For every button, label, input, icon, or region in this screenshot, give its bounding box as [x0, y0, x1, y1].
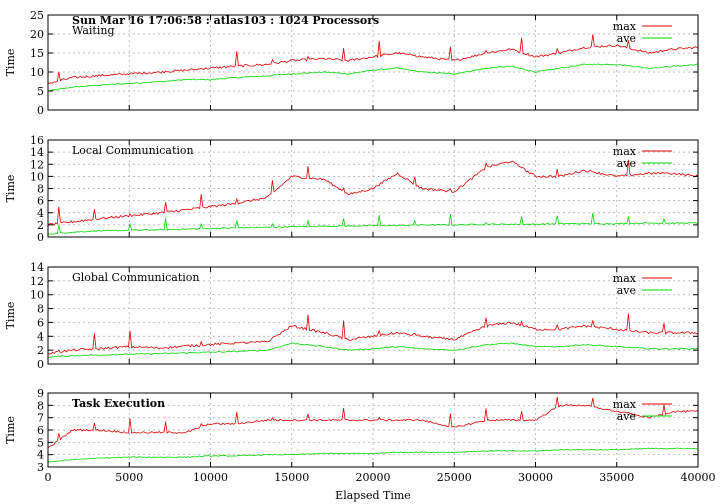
header-title: Sun Mar 16 17:06:58 : atlas103 : 1024 Pr… [72, 14, 379, 27]
y-tick-label: 10 [30, 289, 44, 302]
y-tick-label: 8 [37, 399, 44, 412]
y-tick-label: 12 [30, 158, 44, 171]
legend-label-ave: ave [617, 157, 636, 170]
x-tick-label: 20000 [356, 471, 391, 484]
x-axis-label: Elapsed Time [335, 489, 411, 502]
y-tick-label: 8 [37, 183, 44, 196]
y-tick-label: 2 [37, 344, 44, 357]
x-tick-label: 40000 [681, 471, 716, 484]
series-line-max [47, 397, 699, 449]
y-axis-label: Time [4, 175, 17, 203]
y-tick-label: 5 [37, 436, 44, 449]
legend-label-max: max [613, 398, 637, 411]
series-line-ave [47, 342, 699, 358]
y-tick-label: 6 [37, 316, 44, 329]
y-tick-label: 0 [37, 358, 44, 371]
y-tick-label: 0 [37, 104, 44, 117]
y-tick-label: 20 [30, 28, 44, 41]
y-tick-label: 14 [30, 146, 44, 159]
legend-label-ave: ave [617, 284, 636, 297]
y-tick-label: 10 [30, 170, 44, 183]
x-tick-label: 25000 [437, 471, 472, 484]
legend-label-max: max [613, 20, 637, 33]
y-tick-label: 2 [37, 219, 44, 232]
y-tick-label: 3 [37, 461, 44, 474]
panel-title: Waiting [72, 24, 115, 37]
legend-label-max: max [613, 145, 637, 158]
y-tick-label: 14 [30, 261, 44, 274]
y-axis-label: Time [4, 302, 17, 330]
series-line-ave [47, 212, 699, 235]
y-tick-label: 6 [37, 195, 44, 208]
y-tick-label: 15 [30, 47, 44, 60]
x-tick-label: 35000 [599, 471, 634, 484]
y-tick-label: 0 [37, 231, 44, 244]
x-tick-label: 15000 [274, 471, 309, 484]
legend-label-ave: ave [617, 32, 636, 45]
y-axis-label: Time [4, 49, 17, 77]
y-tick-label: 8 [37, 303, 44, 316]
series-line-max [47, 313, 699, 355]
y-tick-label: 12 [30, 275, 44, 288]
series-line-max [47, 34, 699, 84]
legend-label-ave: ave [617, 410, 636, 423]
y-tick-label: 16 [30, 134, 44, 147]
series-line-ave [47, 63, 698, 92]
y-tick-label: 25 [30, 9, 44, 22]
panel-title: Local Communication [72, 144, 194, 157]
y-tick-label: 6 [37, 424, 44, 437]
y-tick-label: 4 [37, 449, 44, 462]
y-tick-label: 5 [37, 85, 44, 98]
x-tick-label: 0 [45, 471, 52, 484]
panel-title: Task Execution [72, 397, 165, 410]
panel-title: Global Communication [72, 271, 200, 284]
legend-label-max: max [613, 272, 637, 285]
y-tick-label: 9 [37, 387, 44, 400]
x-tick-label: 5000 [115, 471, 143, 484]
y-tick-label: 4 [37, 330, 44, 343]
x-tick-label: 10000 [193, 471, 228, 484]
y-tick-label: 4 [37, 207, 44, 220]
y-tick-label: 7 [37, 412, 44, 425]
x-tick-label: 30000 [518, 471, 553, 484]
series-line-max [47, 159, 699, 226]
y-tick-label: 10 [30, 66, 44, 79]
series-line-ave [47, 447, 699, 463]
y-axis-label: Time [4, 416, 17, 444]
